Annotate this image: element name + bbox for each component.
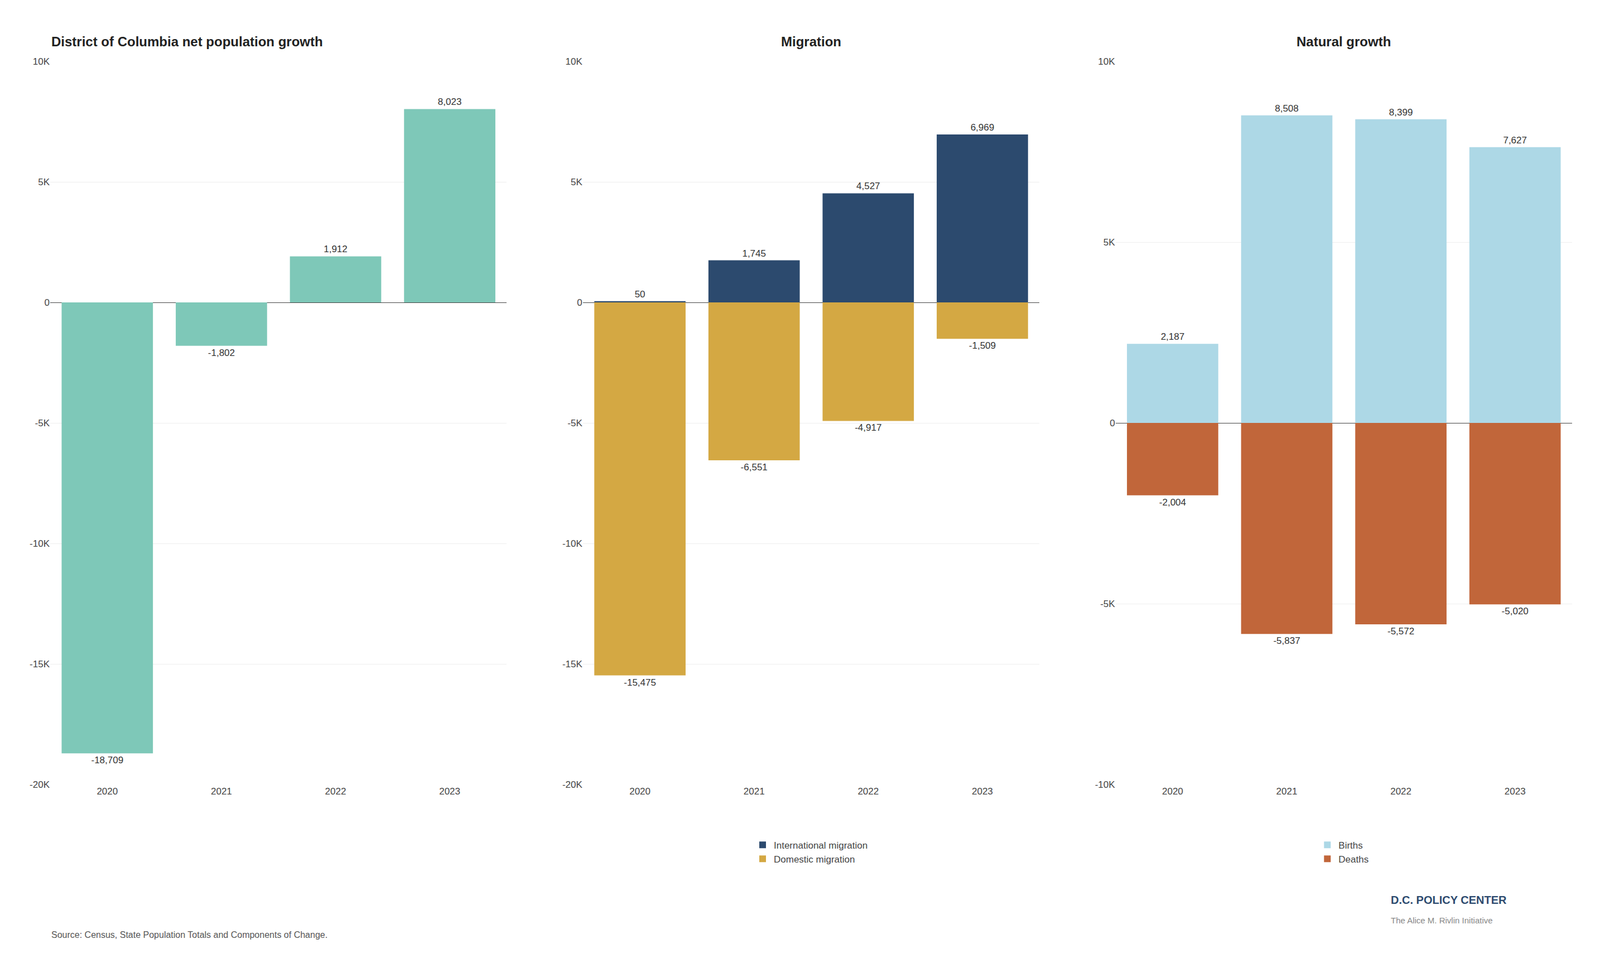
svg-text:-15K: -15K (29, 658, 51, 670)
svg-text:2022: 2022 (1390, 786, 1412, 797)
svg-text:-5,837: -5,837 (1273, 635, 1300, 647)
svg-text:Domestic migration: Domestic migration (773, 854, 856, 865)
svg-text:-5K: -5K (1100, 598, 1116, 610)
svg-text:District of Columbia net popul: District of Columbia net population grow… (51, 34, 324, 50)
svg-text:50: 50 (634, 288, 646, 300)
svg-text:-4,917: -4,917 (854, 422, 882, 433)
svg-text:2022: 2022 (325, 786, 347, 797)
svg-text:1,912: 1,912 (323, 243, 348, 255)
svg-text:8,023: 8,023 (437, 96, 462, 108)
svg-text:-5,020: -5,020 (1501, 605, 1529, 617)
svg-text:Migration: Migration (781, 34, 842, 50)
svg-text:8,508: 8,508 (1274, 103, 1299, 114)
svg-text:Natural growth: Natural growth (1296, 34, 1391, 50)
svg-text:2,187: 2,187 (1160, 331, 1185, 342)
svg-text:-18,709: -18,709 (90, 754, 124, 766)
svg-text:6,969: 6,969 (970, 122, 995, 133)
svg-text:5K: 5K (37, 176, 50, 188)
svg-text:8,399: 8,399 (1389, 107, 1414, 118)
svg-text:2022: 2022 (857, 786, 879, 797)
svg-text:10K: 10K (32, 56, 51, 67)
svg-text:2021: 2021 (743, 786, 765, 797)
svg-text:1,745: 1,745 (741, 248, 766, 259)
svg-text:2020: 2020 (629, 786, 651, 797)
svg-text:-10K: -10K (562, 538, 583, 549)
svg-text:2021: 2021 (210, 786, 233, 797)
svg-text:-5K: -5K (35, 417, 51, 429)
svg-text:-15,475: -15,475 (623, 677, 657, 688)
svg-text:2023: 2023 (1504, 786, 1526, 797)
svg-text:2023: 2023 (971, 786, 994, 797)
svg-text:2020: 2020 (1162, 786, 1184, 797)
svg-text:4,527: 4,527 (856, 180, 881, 192)
svg-text:5K: 5K (570, 176, 583, 188)
svg-text:-15K: -15K (562, 658, 583, 670)
svg-text:International migration: International migration (773, 840, 868, 851)
svg-text:-2,004: -2,004 (1159, 497, 1187, 508)
svg-text:2020: 2020 (96, 786, 118, 797)
svg-text:5K: 5K (1103, 237, 1116, 248)
svg-text:10K: 10K (1097, 56, 1116, 67)
svg-text:-1,802: -1,802 (208, 347, 235, 359)
svg-text:0: 0 (576, 297, 582, 308)
svg-text:-10K: -10K (29, 538, 51, 549)
svg-text:7,627: 7,627 (1502, 135, 1527, 146)
svg-text:Source: Census, State Populati: Source: Census, State Population Totals … (51, 929, 328, 940)
svg-text:0: 0 (1109, 417, 1115, 429)
svg-text:-1,509: -1,509 (969, 340, 996, 351)
svg-text:-10K: -10K (1095, 779, 1116, 790)
svg-text:-20K: -20K (562, 779, 583, 790)
svg-text:-6,551: -6,551 (740, 461, 768, 473)
svg-text:-5,572: -5,572 (1387, 625, 1415, 637)
svg-text:10K: 10K (565, 56, 583, 67)
svg-text:-20K: -20K (29, 779, 51, 790)
svg-text:Births: Births (1338, 840, 1363, 851)
svg-text:2021: 2021 (1276, 786, 1298, 797)
svg-text:Deaths: Deaths (1338, 854, 1369, 865)
svg-text:D.C. POLICY CENTER: D.C. POLICY CENTER (1390, 893, 1507, 906)
svg-text:-5K: -5K (567, 417, 583, 429)
svg-text:The Alice M. Rivlin Initiative: The Alice M. Rivlin Initiative (1390, 915, 1493, 925)
svg-text:2023: 2023 (439, 786, 461, 797)
svg-text:0: 0 (44, 297, 50, 308)
